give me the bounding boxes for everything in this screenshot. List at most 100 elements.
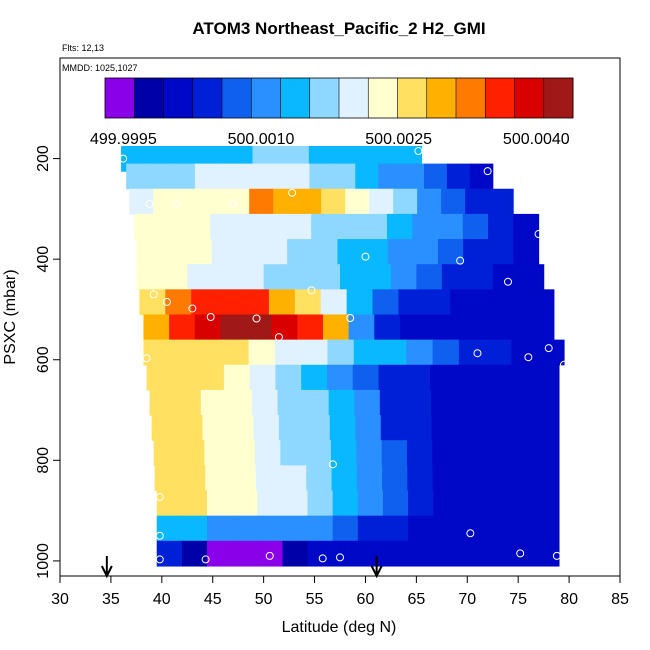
heatmap-cell	[260, 213, 287, 240]
colorbar-swatch	[368, 78, 398, 118]
sample-point	[142, 354, 151, 363]
sample-point	[336, 553, 344, 562]
heatmap-cell	[257, 490, 284, 517]
heatmap-cell	[307, 515, 334, 542]
heatmap-cell	[355, 415, 382, 441]
heatmap-cell	[476, 289, 503, 316]
heatmap-cell	[465, 188, 490, 215]
colorbar-labels: 499.9995 500.0010 500.0025 500.0040	[90, 131, 570, 148]
colorbar-tick-label: 500.0010	[228, 131, 295, 148]
heatmap-cell	[321, 188, 346, 215]
heatmap-cell	[232, 490, 258, 517]
heatmap-cell	[365, 264, 392, 290]
heatmap-cell	[378, 364, 405, 391]
heatmap-cell	[458, 515, 485, 542]
sample-point	[328, 460, 337, 469]
heatmap-cell	[287, 239, 313, 265]
heatmap-cell	[281, 465, 307, 492]
heatmap-cell	[382, 490, 409, 517]
heatmap-cell	[181, 515, 208, 542]
heatmap-cell	[271, 314, 298, 341]
heatmap-cell	[179, 465, 206, 492]
x-tick-label: 85	[611, 591, 629, 608]
heatmap-cell	[408, 540, 434, 567]
heatmap-cell	[248, 339, 276, 366]
heatmap-cell	[433, 540, 459, 567]
colorbar-tick-label: 500.0025	[365, 131, 432, 148]
heatmap-cell	[533, 415, 560, 441]
heatmap-cell	[304, 415, 331, 441]
heatmap-cell	[184, 213, 211, 240]
heatmap-cell	[432, 440, 459, 466]
heatmap-cell	[217, 163, 242, 190]
colorbar-swatch	[309, 78, 340, 118]
heatmap-cell	[275, 364, 302, 391]
heatmap-cell	[297, 314, 324, 341]
heatmap-cell	[238, 264, 265, 290]
heatmap-cell	[374, 314, 401, 341]
heatmap-cell	[446, 163, 471, 190]
x-tick-label: 40	[153, 591, 171, 608]
heatmap-cell	[301, 364, 328, 391]
heatmap-cell	[432, 465, 459, 492]
heatmap-cell	[417, 188, 442, 215]
heatmap-cell	[457, 440, 484, 466]
heatmap-cell	[387, 239, 414, 265]
heatmap-cell	[533, 364, 560, 391]
heatmap-cell	[154, 465, 181, 492]
heatmap-cell	[533, 540, 560, 567]
sample-point	[155, 493, 164, 502]
x-axis: 30 35 40 45 50 55 60 65 70 75 80 85	[51, 576, 629, 608]
heatmap-cell	[200, 389, 227, 416]
y-tick-label: 800	[35, 447, 52, 474]
heatmap-cell	[412, 239, 439, 265]
heatmap-cell	[136, 239, 163, 265]
heatmap-cell	[361, 213, 388, 240]
x-tick-label: 75	[509, 591, 527, 608]
sample-point	[155, 555, 164, 564]
sample-points	[119, 147, 568, 564]
heatmap-cell	[372, 289, 400, 316]
heatmap-cell	[251, 389, 279, 416]
heatmap-cell	[488, 239, 515, 265]
heatmap-cell	[179, 440, 205, 466]
heatmap-cell	[508, 540, 535, 567]
heatmap-cell	[226, 389, 253, 416]
sample-point	[361, 252, 370, 261]
sample-point	[504, 277, 512, 286]
heatmap-cell	[282, 540, 309, 567]
heatmap-cell	[201, 188, 226, 215]
heatmap-cell	[533, 465, 560, 492]
sample-point	[173, 199, 182, 208]
heatmap-cell	[332, 515, 359, 542]
sample-point	[473, 349, 482, 358]
heatmap-cell	[198, 364, 225, 391]
heatmap-cell	[312, 239, 339, 265]
heatmap-cell	[345, 188, 370, 215]
sample-point	[318, 554, 327, 563]
heatmap-cell	[533, 389, 560, 416]
heatmap-cell	[346, 289, 374, 316]
heatmap-cell	[398, 289, 425, 316]
y-tick-label: 400	[35, 246, 52, 273]
heatmap-cell	[230, 465, 257, 492]
heatmap-cell	[507, 389, 534, 416]
heatmap-cell	[139, 289, 166, 316]
heatmap-cell	[528, 314, 555, 341]
heatmap-cell	[467, 264, 494, 290]
heatmap-cell	[406, 339, 434, 366]
heatmap-cell	[149, 163, 173, 190]
heatmap-cell	[481, 364, 508, 391]
heatmap-cell	[507, 364, 534, 391]
heatmap-cell	[153, 440, 180, 466]
colorbar-swatch	[426, 78, 457, 118]
x-tick-label: 45	[204, 591, 222, 608]
y-axis-label: PSXC (mbar)	[2, 269, 19, 364]
heatmap-cell	[289, 264, 316, 290]
colorbar-swatch	[397, 78, 428, 118]
heatmap-cell	[457, 465, 484, 492]
sample-point	[201, 555, 210, 564]
heatmap-cell	[357, 540, 384, 567]
heatmap-cell	[354, 389, 381, 416]
y-tick-label: 1000	[35, 543, 52, 579]
